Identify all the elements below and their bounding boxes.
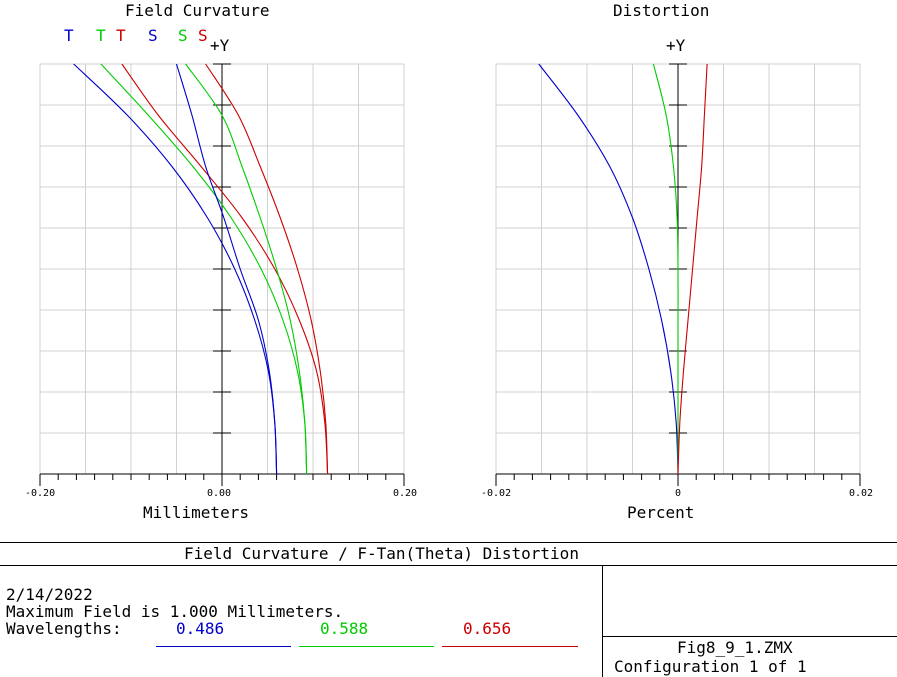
file-name: Fig8_9_1.ZMX [677, 638, 793, 657]
field-curvature-y-label: +Y [210, 36, 230, 55]
wavelength-value-red: 0.656 [463, 619, 512, 638]
field-curvature-x-label: Millimeters [143, 503, 249, 522]
fc-series-s-blue-3 [175, 63, 278, 475]
distortion-x-label: Percent [627, 503, 695, 522]
distortion-title: Distortion [613, 1, 710, 20]
title-block-divider [0, 565, 897, 566]
fc-series-t-red-2 [121, 63, 329, 475]
dist-series-green-1 [652, 63, 679, 474]
wavelength-value-green: 0.588 [320, 619, 369, 638]
dist-series-blue-0 [538, 63, 679, 475]
wavelength-line-blue [156, 646, 291, 647]
dist-tick-label-max: 0.02 [849, 488, 874, 499]
configuration-text: Configuration 1 of 1 [614, 657, 807, 676]
legend-s-green: S [178, 26, 188, 45]
wavelength-line-green [299, 646, 434, 647]
fc-tick-label-zero: 0.00 [207, 488, 232, 499]
legend-t-blue: T [64, 26, 74, 45]
fc-series-s-green-4 [185, 63, 308, 475]
title-block-vertical-divider [602, 565, 603, 677]
legend-s-red: S [198, 26, 208, 45]
dist-tick-label-min: -0.02 [481, 488, 512, 499]
report-title: Field Curvature / F-Tan(Theta) Distortio… [184, 544, 579, 563]
legend-t-red: T [116, 26, 126, 45]
wavelengths-label: Wavelengths: [6, 619, 122, 638]
file-box-divider [602, 636, 897, 637]
legend-s-blue: S [148, 26, 158, 45]
title-block-top-border [0, 542, 897, 543]
fc-tick-label-min: -0.20 [25, 488, 56, 499]
wavelength-value-blue: 0.486 [176, 619, 225, 638]
report-date: 2/14/2022 [6, 585, 93, 604]
distortion-y-label: +Y [666, 36, 686, 55]
fc-series-s-red-5 [205, 63, 329, 475]
fc-tick-label-max: 0.20 [393, 488, 418, 499]
legend-t-green: T [96, 26, 106, 45]
dist-series-red-2 [677, 63, 708, 475]
max-field-text: Maximum Field is 1.000 Millimeters. [6, 602, 344, 621]
field-curvature-title: Field Curvature [125, 1, 270, 20]
wavelength-line-red [442, 646, 578, 647]
dist-tick-label-zero: 0 [675, 488, 682, 499]
